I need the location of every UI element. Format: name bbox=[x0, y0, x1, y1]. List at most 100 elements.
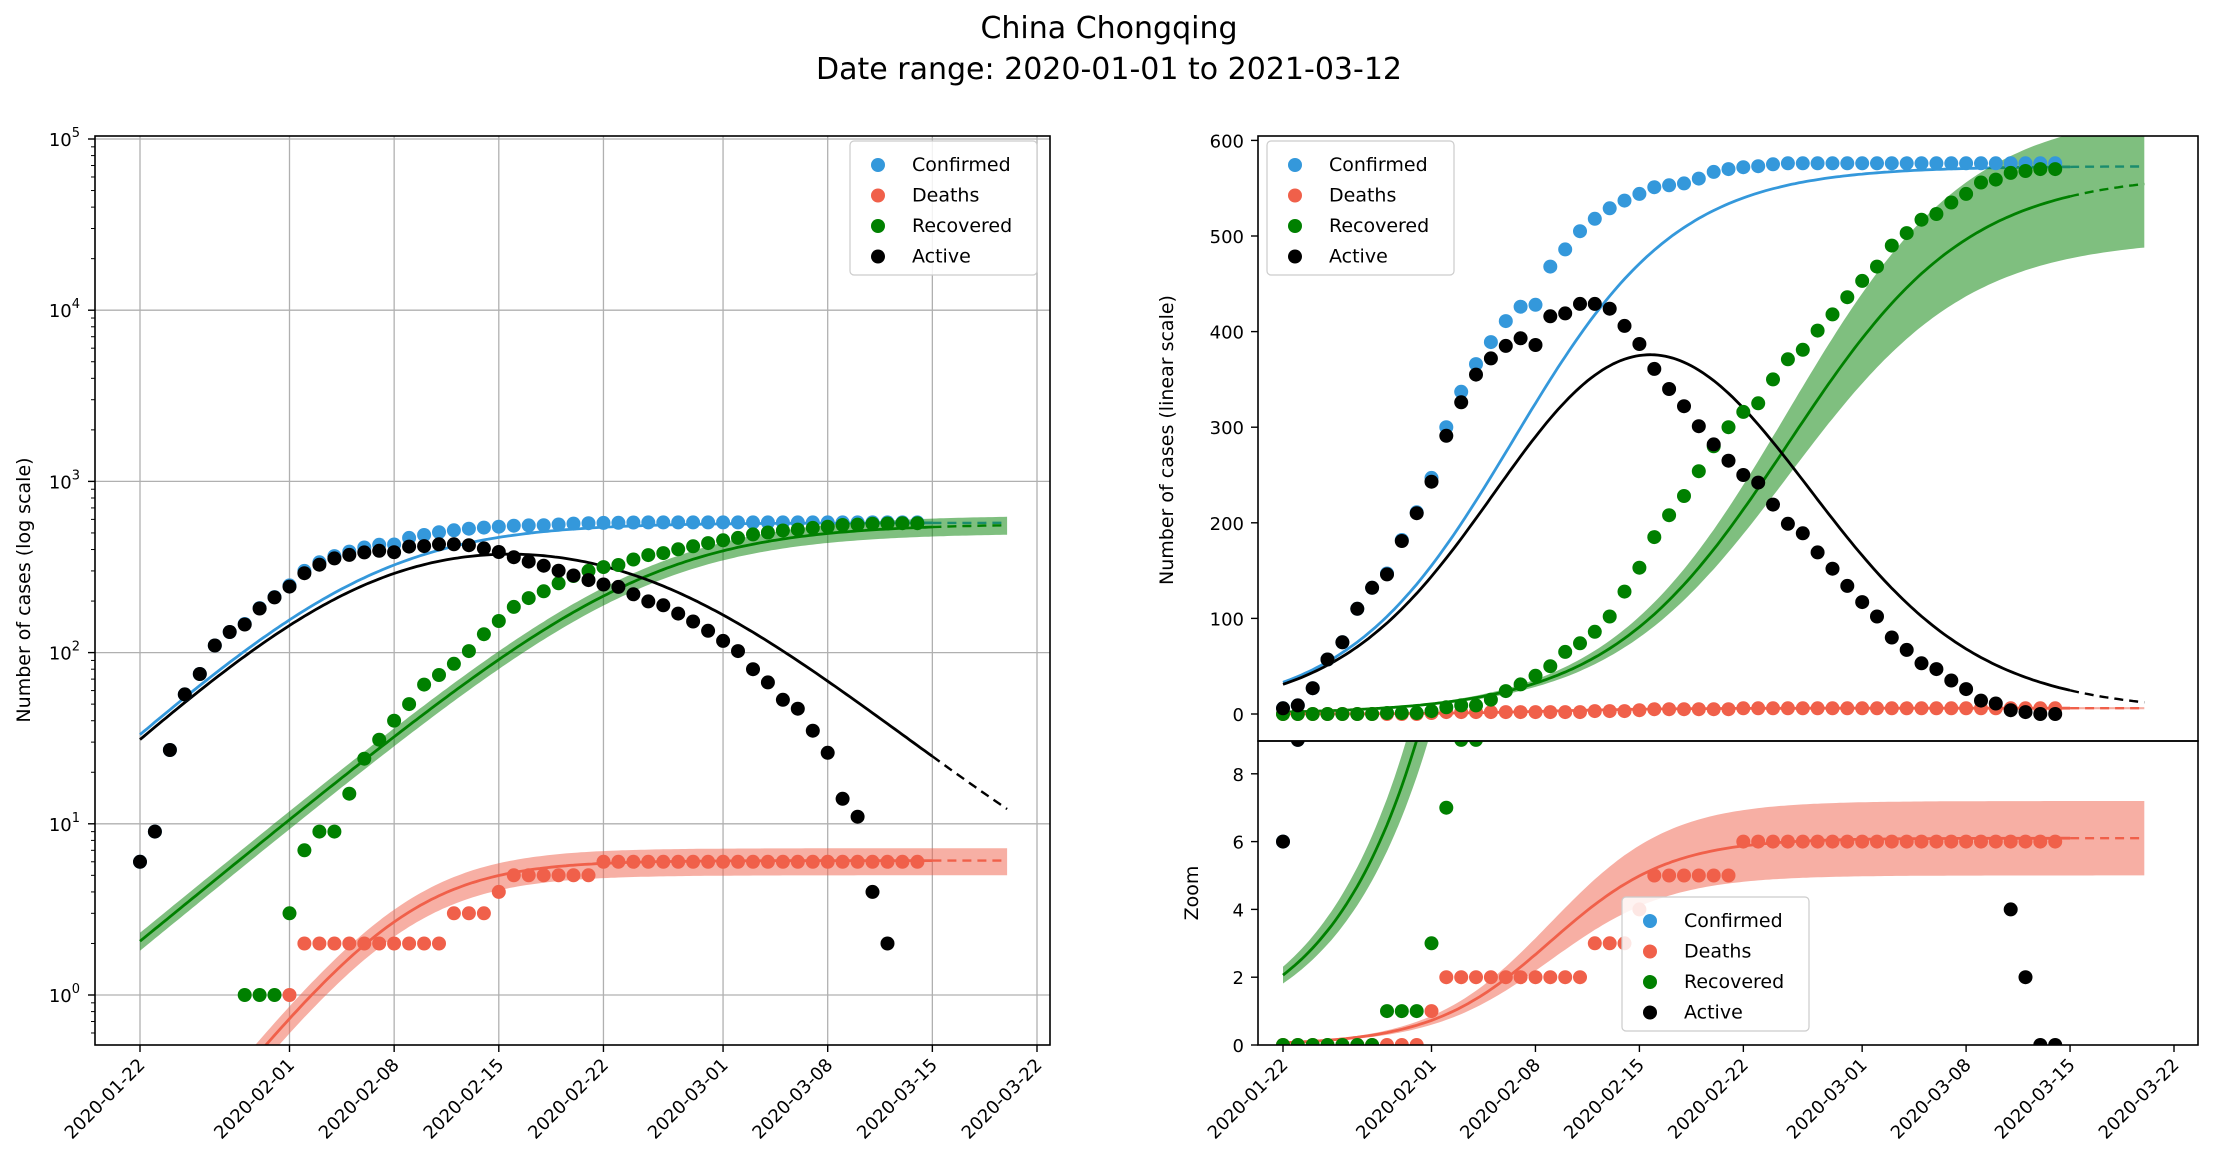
right-top-recovered-point bbox=[1573, 636, 1587, 651]
right-top-deaths-point bbox=[1602, 704, 1617, 719]
left-legend-recovered-label: Recovered bbox=[912, 215, 1012, 237]
left-active-point bbox=[446, 537, 461, 552]
left-deaths-point bbox=[716, 854, 731, 869]
right-top-active-point bbox=[1647, 361, 1662, 376]
right-top-recovered-point bbox=[1587, 624, 1602, 639]
zoom-deaths-point bbox=[1483, 970, 1498, 985]
right-top-recovered-point bbox=[1988, 172, 2003, 187]
left-deaths-point bbox=[327, 936, 342, 951]
right-top-active-point bbox=[1706, 437, 1721, 452]
left-y-tick-label: 101 bbox=[49, 811, 80, 836]
right-top-deaths-point bbox=[1662, 702, 1677, 717]
right-top-deaths-point bbox=[1483, 705, 1498, 720]
right-top-active-point bbox=[1974, 693, 1988, 708]
left-active-point bbox=[686, 614, 701, 629]
left-confirmed-point bbox=[476, 520, 491, 535]
right-top-recovered-point bbox=[2033, 162, 2048, 177]
left-deaths-point bbox=[820, 854, 835, 869]
left-recovered-point bbox=[626, 552, 641, 567]
left-active-point bbox=[282, 579, 297, 594]
right-top-active-point bbox=[1469, 367, 1483, 382]
left-y-axis-label: Number of cases (log scale) bbox=[13, 457, 35, 722]
left-x-tick-label: 2020-03-22 bbox=[958, 1055, 1047, 1144]
left-active-point bbox=[267, 590, 282, 605]
left-active-point bbox=[506, 550, 521, 565]
right-top-recovered-point bbox=[2018, 164, 2033, 178]
zoom-deaths-point bbox=[1543, 970, 1558, 985]
right-top-recovered-point bbox=[1929, 207, 1944, 221]
left-recovered-point bbox=[865, 516, 880, 531]
right-top-legend-recovered-marker bbox=[1288, 219, 1302, 233]
right-top-confirmed-point bbox=[1825, 156, 1840, 171]
right-x-tick-label: 2020-02-15 bbox=[1560, 1055, 1649, 1144]
right-top-y-tick-label: 600 bbox=[1210, 131, 1244, 152]
left-recovered-point bbox=[237, 988, 252, 1002]
left-deaths-point bbox=[372, 936, 387, 951]
right-top-active-point bbox=[1929, 662, 1944, 677]
left-active-point bbox=[372, 543, 387, 558]
left-deaths-point bbox=[686, 854, 701, 869]
left-recovered-point bbox=[402, 697, 417, 712]
right-top-recovered-point bbox=[1320, 707, 1335, 721]
left-active-point bbox=[805, 723, 820, 738]
left-active-point bbox=[775, 692, 790, 707]
zoom-legend-deaths-marker bbox=[1643, 944, 1657, 959]
zoom-deaths-point bbox=[1751, 834, 1766, 849]
left-recovered-point bbox=[746, 527, 760, 542]
zoom-recovered-point bbox=[1335, 1038, 1350, 1045]
left-active-point bbox=[177, 687, 192, 702]
zoom-deaths-point bbox=[1647, 868, 1662, 883]
zoom-deaths-point bbox=[1513, 970, 1528, 985]
zoom-y-tick-label: 2 bbox=[1233, 968, 1244, 989]
left-active-point bbox=[641, 594, 656, 609]
zoom-y-tick-label: 0 bbox=[1233, 1036, 1244, 1057]
right-top-active-point bbox=[1335, 635, 1350, 650]
right-top-recovered-point bbox=[1305, 707, 1320, 721]
zoom-recovered-point bbox=[1469, 741, 1483, 747]
zoom-active-point bbox=[2048, 1038, 2063, 1045]
right-top-recovered-point bbox=[1528, 668, 1543, 683]
right-top-confirmed-point bbox=[1602, 201, 1617, 216]
left-recovered-point bbox=[671, 542, 686, 557]
zoom-deaths-point bbox=[1825, 834, 1840, 849]
left-confirmed-point bbox=[656, 515, 671, 530]
right-top-confirmed-point bbox=[1795, 156, 1810, 171]
zoom-active-point bbox=[2033, 1038, 2048, 1045]
right-top-active-point bbox=[2018, 705, 2033, 720]
zoom-deaths-point bbox=[1380, 1038, 1394, 1045]
zoom-deaths-point bbox=[1706, 868, 1721, 883]
left-active-point bbox=[387, 545, 402, 560]
right-x-tick-label: 2020-02-01 bbox=[1352, 1055, 1441, 1144]
zoom-deaths-point bbox=[1587, 936, 1602, 951]
right-top-recovered-point bbox=[1795, 342, 1810, 357]
zoom-deaths-point bbox=[1602, 936, 1617, 951]
left-recovered-point bbox=[656, 546, 671, 561]
left-legend-active-label: Active bbox=[912, 246, 971, 268]
right-top-deaths-point bbox=[1959, 701, 1974, 716]
right-top-deaths-point bbox=[1766, 701, 1780, 716]
left-legend-recovered-marker bbox=[871, 219, 885, 233]
right-top-recovered-point bbox=[1884, 238, 1899, 253]
right-top-confirmed-point bbox=[1884, 156, 1899, 171]
left-legend-confirmed-label: Confirmed bbox=[912, 154, 1011, 176]
left-deaths-point bbox=[282, 988, 297, 1002]
left-confirmed-point bbox=[581, 516, 596, 531]
left-confirmed-point bbox=[536, 518, 551, 533]
right-x-tick-label: 2020-02-08 bbox=[1456, 1055, 1545, 1144]
left-deaths-point bbox=[402, 936, 417, 951]
right-top-active-point bbox=[1780, 516, 1795, 531]
right-top-confirmed-point bbox=[1855, 156, 1870, 171]
right-top-active-point bbox=[2033, 707, 2048, 721]
zoom-active-point bbox=[1276, 834, 1290, 849]
left-recovered-point bbox=[327, 824, 342, 839]
left-active-point bbox=[716, 633, 731, 648]
left-recovered-point bbox=[775, 523, 790, 538]
left-deaths-point bbox=[805, 854, 820, 869]
zoom-recovered-point bbox=[1380, 1004, 1394, 1019]
left-confirmed-point bbox=[716, 515, 731, 530]
right-top-deaths-point bbox=[1855, 701, 1870, 716]
left-recovered-point bbox=[417, 677, 432, 692]
right-top-active-fit-line bbox=[1282, 353, 2071, 692]
left-active-point bbox=[626, 587, 641, 602]
left-confirmed-point bbox=[641, 515, 656, 530]
